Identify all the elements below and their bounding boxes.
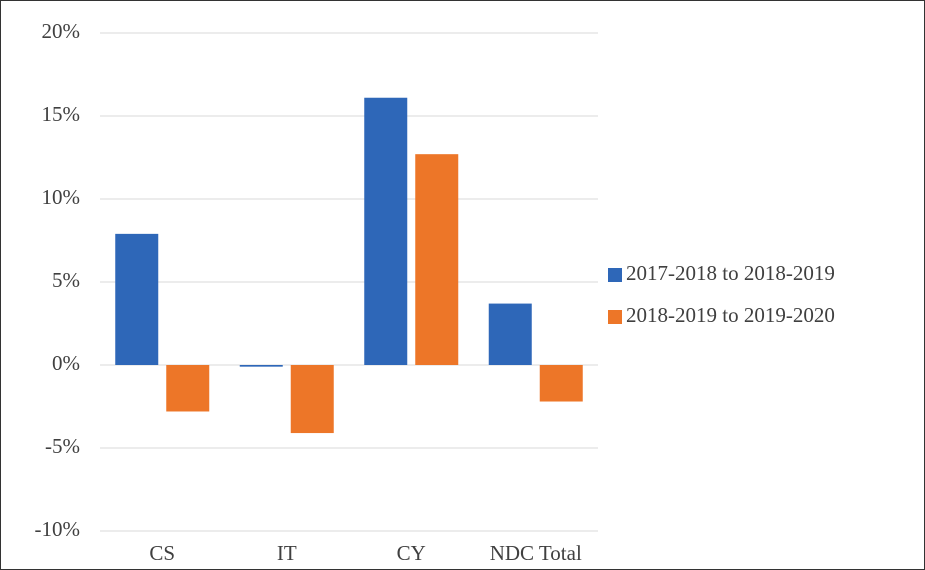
y-tick-label: 5% [52,268,80,292]
legend-label: 2018-2019 to 2019-2020 [626,303,835,327]
bar [415,154,459,365]
bar [239,365,283,367]
bar [290,365,334,434]
x-tick-label: NDC Total [490,541,582,565]
y-tick-label: -5% [45,434,80,458]
bar [364,97,408,366]
bar [488,303,532,365]
legend-swatch [608,268,622,282]
y-tick-label: 10% [42,185,81,209]
y-tick-label: -10% [35,517,81,541]
y-tick-label: 0% [52,351,80,375]
bar [539,365,583,402]
x-tick-label: IT [277,541,297,565]
legend-label: 2017-2018 to 2018-2019 [626,261,835,285]
bar [166,365,210,412]
bar [115,233,159,365]
x-tick-label: CS [149,541,175,565]
y-tick-label: 15% [42,102,81,126]
x-tick-label: CY [397,541,426,565]
y-tick-label: 20% [42,19,81,43]
legend-swatch [608,310,622,324]
